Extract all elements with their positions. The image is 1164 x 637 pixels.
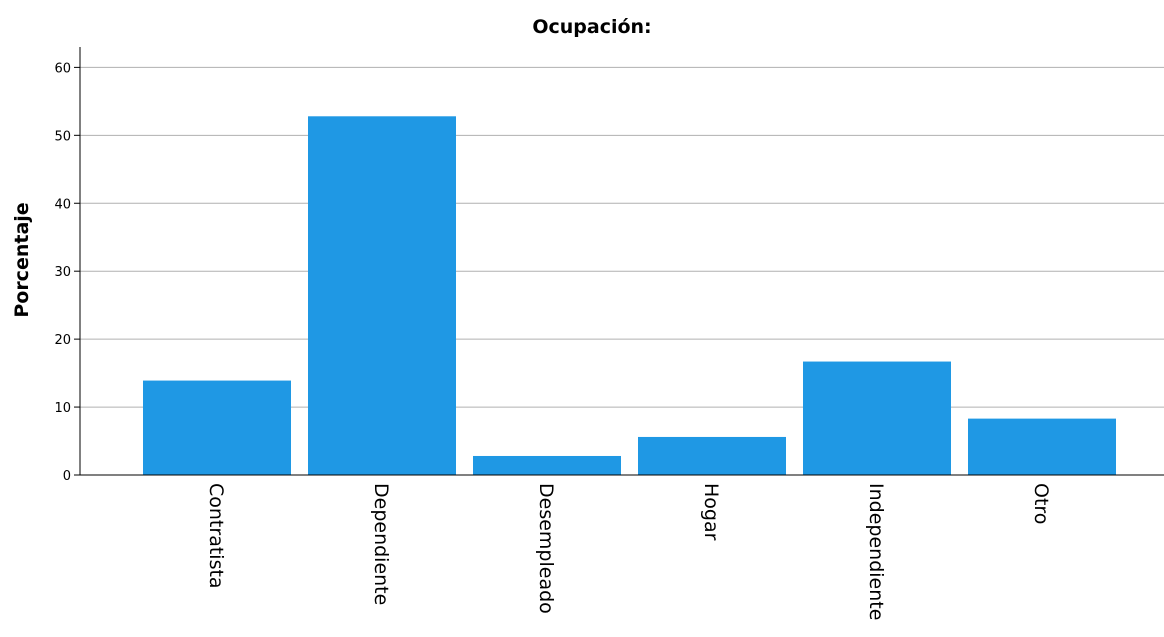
bar: [308, 116, 456, 476]
x-tick-label: Contratista: [205, 483, 227, 589]
x-tick-label: Desempleado: [535, 483, 557, 614]
x-tick-label: Hogar: [700, 483, 722, 541]
bar: [638, 436, 786, 475]
y-tick-label: 40: [54, 197, 71, 212]
y-tick-label: 0: [63, 469, 71, 484]
y-tick-label: 60: [54, 61, 71, 76]
y-tick-label: 50: [54, 129, 71, 144]
y-tick-label: 20: [54, 333, 71, 348]
chart-title: Ocupación:: [532, 16, 652, 38]
x-tick-label: Independiente: [865, 483, 887, 620]
bar: [143, 380, 291, 475]
x-tick-label: Otro: [1030, 483, 1052, 524]
y-tick-label: 10: [54, 401, 71, 416]
bar: [473, 455, 621, 475]
bar: [968, 418, 1116, 475]
x-tick-label: Dependiente: [370, 483, 392, 605]
y-tick-label: 30: [54, 265, 71, 280]
bar: [803, 361, 951, 475]
